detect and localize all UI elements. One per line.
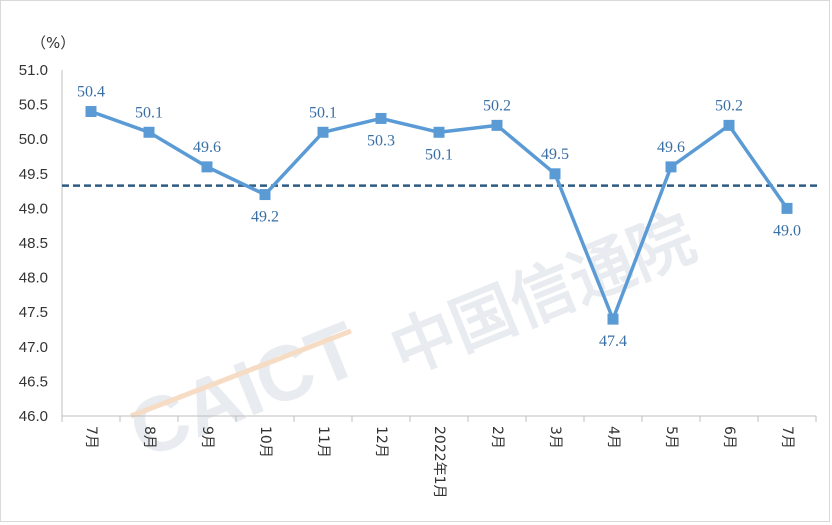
data-label: 50.3 — [367, 132, 395, 149]
x-tick-label: 10月 — [257, 426, 273, 458]
data-point-marker — [781, 202, 793, 214]
data-label: 49.5 — [541, 146, 569, 163]
y-tick-label: 47.5 — [19, 304, 48, 321]
x-tick-label: 7月 — [83, 426, 99, 449]
y-tick-label: 48.0 — [19, 270, 48, 287]
data-label: 49.6 — [657, 139, 685, 156]
data-point-marker — [607, 313, 619, 325]
y-tick-label: 46.0 — [19, 408, 48, 425]
y-axis-unit-label: （%） — [31, 34, 75, 52]
y-tick-label: 47.0 — [19, 339, 48, 356]
data-point-marker — [375, 112, 387, 124]
watermark-caict-text: CAICT — [117, 304, 371, 475]
data-point-marker — [549, 168, 561, 180]
data-point-marker — [665, 161, 677, 173]
data-label: 50.1 — [425, 146, 453, 163]
data-point-marker — [317, 126, 329, 138]
x-tick-label: 2022年1月 — [431, 426, 447, 499]
y-tick-label: 49.5 — [19, 166, 48, 183]
data-point-marker — [259, 189, 271, 201]
data-point-marker — [491, 119, 503, 131]
data-label: 50.1 — [309, 104, 337, 121]
data-label: 50.1 — [135, 104, 163, 121]
y-tick-label: 49.0 — [19, 200, 48, 217]
data-point-marker — [143, 126, 155, 138]
data-label: 50.2 — [483, 97, 511, 114]
x-tick-label: 9月 — [199, 426, 215, 449]
data-label: 50.4 — [77, 84, 105, 101]
x-tick-label: 3月 — [547, 426, 563, 449]
data-label: 50.2 — [715, 97, 743, 114]
data-point-marker — [433, 126, 445, 138]
x-tick-label: 8月 — [141, 426, 157, 449]
x-tick-label: 6月 — [721, 426, 737, 449]
data-label: 47.4 — [599, 333, 627, 350]
x-tick-label: 11月 — [315, 426, 331, 458]
y-tick-label: 48.5 — [19, 235, 48, 252]
watermark-cn-text: 中国信通院 — [381, 201, 705, 388]
x-tick-label: 12月 — [373, 426, 389, 458]
y-tick-label: 46.5 — [19, 373, 48, 390]
data-point-marker — [723, 119, 735, 131]
y-tick-label: 50.0 — [19, 131, 48, 148]
data-label: 49.6 — [193, 139, 221, 156]
data-point-marker — [201, 161, 213, 173]
watermark-stroke — [130, 328, 352, 419]
y-tick-label: 50.5 — [19, 97, 48, 114]
x-tick-label: 2月 — [489, 426, 505, 449]
x-tick-label: 5月 — [663, 426, 679, 449]
x-tick-label: 4月 — [605, 426, 621, 449]
x-tick-label: 7月 — [779, 426, 795, 449]
y-tick-label: 51.0 — [19, 62, 48, 79]
data-label: 49.0 — [773, 222, 801, 239]
data-label: 49.2 — [251, 209, 279, 226]
data-point-marker — [85, 106, 97, 118]
